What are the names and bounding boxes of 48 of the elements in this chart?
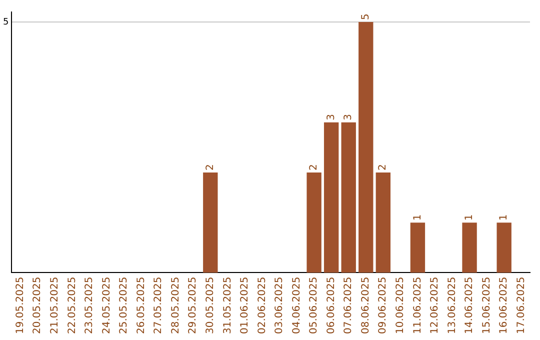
bar (306, 172, 322, 273)
bar (203, 172, 218, 273)
x-tick-label: 09.06.2025 (378, 276, 389, 334)
x-tick-label: 22.05.2025 (66, 276, 78, 334)
data-label: 2 (378, 164, 389, 170)
data-label: 2 (204, 164, 216, 170)
data-label: 2 (308, 164, 320, 170)
x-tick-label: 31.05.2025 (222, 276, 234, 334)
bar (410, 222, 426, 273)
data-label: 1 (412, 214, 424, 221)
x-tick-label: 29.05.2025 (188, 276, 199, 334)
x-tick-label: 23.05.2025 (84, 276, 96, 334)
data-label: 3 (343, 114, 354, 120)
data-label: 5 (360, 14, 372, 20)
x-tick-label: 05.06.2025 (308, 276, 320, 334)
x-tick-label: 20.05.2025 (32, 276, 44, 334)
x-tick-label: 03.06.2025 (274, 276, 286, 334)
x-tick-label: 08.06.2025 (360, 276, 372, 334)
data-label: 3 (326, 114, 337, 120)
data-label: 1 (498, 214, 510, 221)
x-tick-label: 21.05.2025 (50, 276, 61, 334)
bar (358, 22, 374, 273)
x-tick-label: 28.05.2025 (170, 276, 182, 334)
x-tick-label: 24.05.2025 (101, 276, 112, 334)
x-tick-label: 25.05.2025 (118, 276, 130, 334)
x-tick-label: 15.06.2025 (481, 276, 492, 334)
x-tick-label: 17.06.2025 (516, 276, 527, 334)
x-tick-label: 16.06.2025 (498, 276, 510, 334)
x-tick-label: 11.06.2025 (412, 276, 424, 334)
x-tick-label: 02.06.2025 (256, 276, 268, 334)
x-tick-label: 07.06.2025 (343, 276, 354, 334)
x-tick-label: 12.06.2025 (430, 276, 441, 334)
x-tick-label: 19.05.2025 (14, 276, 26, 334)
x-tick-label: 10.06.2025 (395, 276, 406, 334)
x-tick-label: 04.06.2025 (291, 276, 302, 334)
bar (462, 222, 477, 273)
bar (376, 172, 390, 273)
x-tick-label: 14.06.2025 (464, 276, 476, 334)
x-tick-label: 13.06.2025 (446, 276, 458, 334)
x-tick-label: 27.05.2025 (153, 276, 164, 334)
x-tick-label: 01.06.2025 (240, 276, 251, 334)
bar (341, 122, 356, 273)
bar (496, 222, 512, 273)
x-tick-label: 06.06.2025 (326, 276, 337, 334)
bar (324, 122, 339, 273)
x-tick-label: 26.05.2025 (136, 276, 147, 334)
data-label: 1 (464, 214, 476, 221)
x-tick-label: 30.05.2025 (204, 276, 216, 334)
